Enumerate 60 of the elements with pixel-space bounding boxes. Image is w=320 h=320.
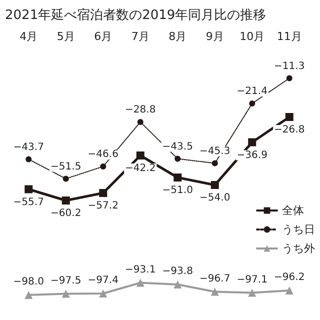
data-label: −43.7 xyxy=(13,142,44,153)
point xyxy=(249,100,256,106)
point xyxy=(210,288,219,296)
point xyxy=(174,174,182,182)
data-label: −93.1 xyxy=(125,264,156,276)
data-label: −11.3 xyxy=(274,60,305,72)
data-label: −57.2 xyxy=(88,200,118,212)
data-label: −51.5 xyxy=(50,161,82,172)
point xyxy=(26,156,32,162)
data-label: −60.2 xyxy=(50,208,82,219)
point xyxy=(248,288,256,297)
data-label: −54.0 xyxy=(200,192,230,204)
legend-label: うち外 xyxy=(282,242,315,255)
x-tick-label: 6月 xyxy=(94,30,112,43)
data-label: −21.4 xyxy=(236,86,268,97)
data-label: −98.0 xyxy=(13,276,44,288)
chart-title: 2021年延べ宿泊者数の2019年同月比の推移 xyxy=(5,7,266,23)
point xyxy=(286,75,292,82)
data-label: −55.7 xyxy=(13,196,44,208)
data-label: −45.3 xyxy=(200,146,230,157)
data-label: −51.0 xyxy=(162,185,193,196)
point xyxy=(62,290,70,298)
point xyxy=(210,181,219,189)
x-tick-label: 9月 xyxy=(206,30,224,43)
data-label: −26.8 xyxy=(274,124,305,136)
point xyxy=(100,164,106,170)
data-label: −97.1 xyxy=(236,274,268,286)
point xyxy=(212,160,218,166)
x-tick-label: 5月 xyxy=(56,30,75,43)
point xyxy=(62,196,70,204)
x-tick-label: 10月 xyxy=(240,30,265,43)
data-label: −96.2 xyxy=(274,272,305,283)
x-tick-label: 4月 xyxy=(20,30,38,43)
data-label: −46.6 xyxy=(88,149,118,160)
legend-label: 全体 xyxy=(282,204,304,217)
data-label: −36.9 xyxy=(236,150,268,161)
data-label: −93.8 xyxy=(162,266,193,277)
point xyxy=(174,280,182,288)
legend-label: うち日 xyxy=(282,223,315,236)
point xyxy=(285,286,294,294)
point xyxy=(174,156,181,162)
point xyxy=(62,176,69,182)
x-tick-label: 8月 xyxy=(168,30,187,43)
data-label: −96.7 xyxy=(200,273,230,284)
data-label: −28.8 xyxy=(125,104,156,116)
point xyxy=(99,189,108,197)
point xyxy=(137,119,144,125)
data-label: −42.2 xyxy=(125,163,156,174)
point xyxy=(136,152,144,160)
point xyxy=(24,185,33,194)
data-label: −97.4 xyxy=(88,275,118,286)
x-tick-label: 7月 xyxy=(131,30,150,43)
point xyxy=(136,278,144,287)
data-label: −97.5 xyxy=(50,275,82,286)
x-tick-label: 11月 xyxy=(276,30,302,43)
data-label: −43.5 xyxy=(162,141,193,152)
point xyxy=(285,113,294,121)
point xyxy=(99,290,108,298)
point xyxy=(24,291,33,299)
point xyxy=(248,138,256,146)
